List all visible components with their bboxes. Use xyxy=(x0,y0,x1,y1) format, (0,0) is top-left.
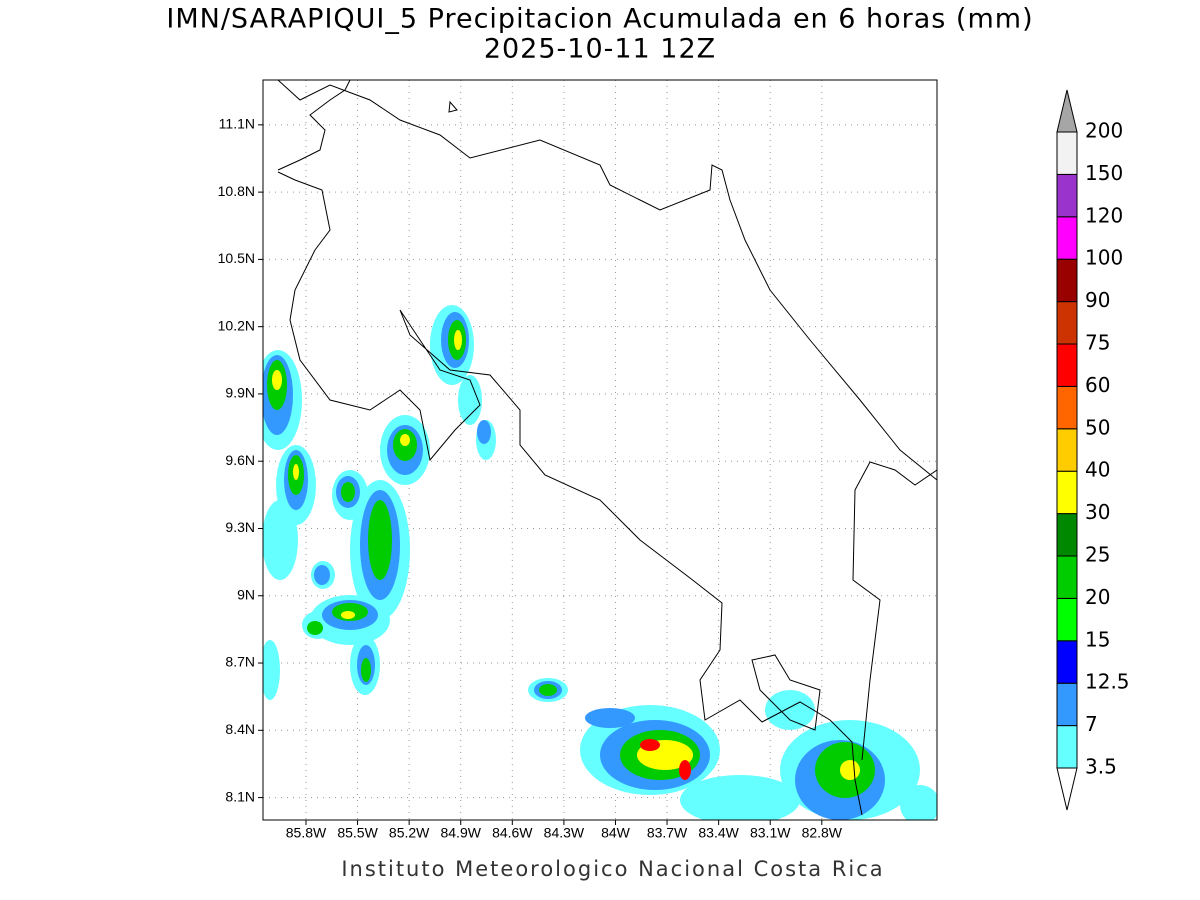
colorbar-arrow-high xyxy=(1056,89,1078,133)
colorbar-label: 30 xyxy=(1085,500,1110,524)
x-tick-label: 83.7W xyxy=(647,825,688,841)
colorbar-segment xyxy=(1056,597,1078,642)
colorbar-segment xyxy=(1056,216,1078,260)
colorbar-segment xyxy=(1056,173,1078,218)
colorbar-arrow-low xyxy=(1056,767,1078,811)
precipitation-field xyxy=(263,305,937,820)
colorbar-segment xyxy=(1056,470,1078,515)
y-tick-label: 8.4N xyxy=(225,721,255,737)
ticks: 85.8W 85.5W 85.2W 84.9W 84.6W 84.3W 84W 83.7W 83… xyxy=(218,116,843,841)
subtitle: 2025-10-11 12Z xyxy=(484,34,716,65)
y-tick-label: 8.1N xyxy=(225,788,255,804)
x-tick-label: 84.6W xyxy=(492,825,533,841)
colorbar-label: 90 xyxy=(1085,288,1110,312)
colorbar-segment xyxy=(1056,131,1078,175)
y-tick-label: 10.5N xyxy=(218,250,255,266)
y-tick-label: 9.3N xyxy=(225,519,255,535)
colorbar-label: 100 xyxy=(1085,246,1123,270)
x-tick-label: 85.2W xyxy=(389,825,430,841)
colorbar-segment xyxy=(1056,428,1078,472)
x-tick-label: 85.8W xyxy=(286,825,327,841)
colorbar-label: 150 xyxy=(1085,161,1123,185)
colorbar-segment xyxy=(1056,682,1078,727)
colorbar-label: 25 xyxy=(1085,543,1110,567)
x-tick-label: 82.8W xyxy=(802,825,843,841)
colorbar-label: 40 xyxy=(1085,458,1110,482)
x-tick-label: 84W xyxy=(601,825,631,841)
title: IMN/SARAPIQUI_5 Precipitacion Acumulada … xyxy=(166,4,1033,35)
colorbar-label: 15 xyxy=(1085,627,1110,651)
y-tick-label: 9.9N xyxy=(225,385,255,401)
y-tick-label: 11.1N xyxy=(219,116,255,132)
colorbar-segment xyxy=(1056,725,1078,769)
coastlines xyxy=(277,80,937,816)
colorbar-label: 3.5 xyxy=(1085,755,1117,779)
colorbar-label: 12.5 xyxy=(1085,670,1130,694)
x-tick-label: 85.5W xyxy=(337,825,378,841)
colorbar-segment xyxy=(1056,258,1078,303)
colorbar-segment xyxy=(1056,555,1078,599)
rain-red xyxy=(640,739,691,780)
y-tick-label: 8.7N xyxy=(225,654,255,670)
colorbar-segment xyxy=(1056,385,1078,430)
x-tick-label: 84.3W xyxy=(544,825,585,841)
x-tick-label: 83.1W xyxy=(750,825,791,841)
colorbar-segment xyxy=(1056,301,1078,345)
colorbar: 3.5 7 12.5 15 20 25 30 40 50 60 75 90 100 120 150 200 xyxy=(1056,89,1130,811)
y-tick-label: 10.8N xyxy=(218,183,255,199)
y-tick-label: 9N xyxy=(237,586,255,602)
footer: Instituto Meteorologico Nacional Costa R… xyxy=(341,857,884,881)
colorbar-label: 20 xyxy=(1085,585,1110,609)
x-tick-label: 83.4W xyxy=(698,825,739,841)
colorbar-label: 120 xyxy=(1085,203,1123,227)
y-tick-label: 9.6N xyxy=(225,452,255,468)
colorbar-label: 60 xyxy=(1085,373,1110,397)
colorbar-segment xyxy=(1056,343,1078,387)
map-frame xyxy=(262,79,938,821)
colorbar-segment xyxy=(1056,513,1078,557)
colorbar-label: 50 xyxy=(1085,415,1110,439)
colorbar-label: 7 xyxy=(1085,712,1098,736)
colorbar-label: 200 xyxy=(1085,119,1123,143)
colorbar-segment xyxy=(1056,640,1078,684)
x-tick-label: 84.9W xyxy=(440,825,481,841)
colorbar-label: 75 xyxy=(1085,331,1110,355)
y-tick-label: 10.2N xyxy=(218,317,255,333)
